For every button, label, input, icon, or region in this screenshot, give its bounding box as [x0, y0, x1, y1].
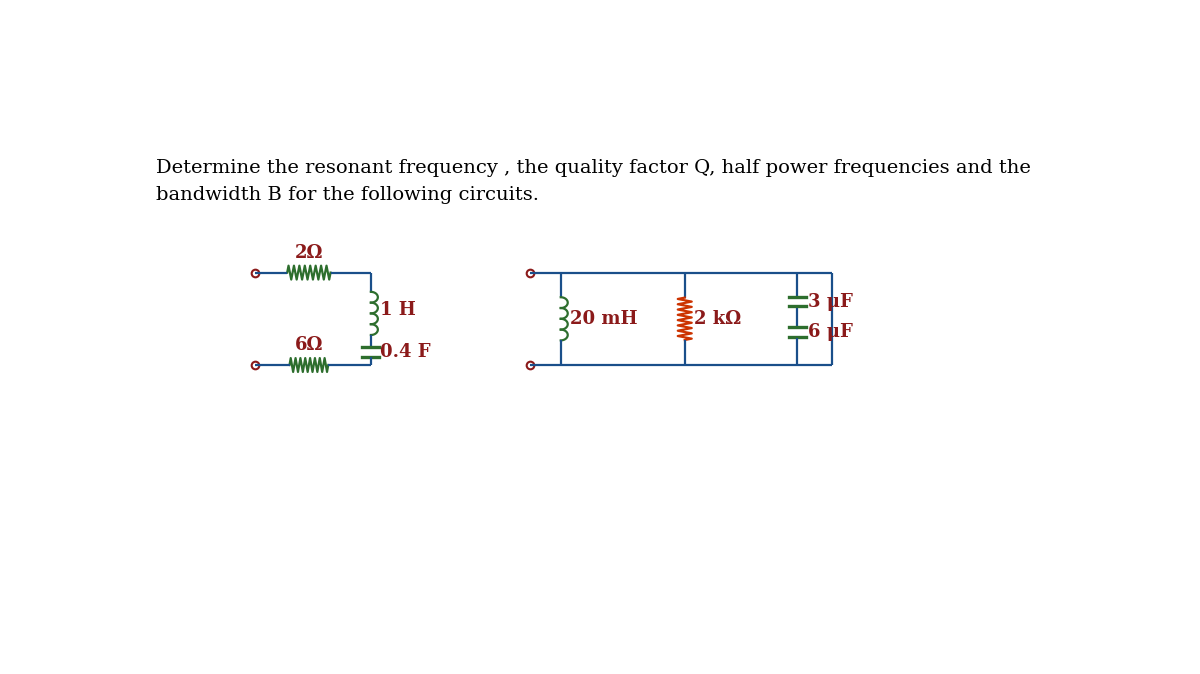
Text: 0.4 F: 0.4 F [380, 343, 431, 361]
Text: 2 kΩ: 2 kΩ [694, 310, 742, 328]
Text: 6Ω: 6Ω [295, 336, 323, 355]
Text: 1 H: 1 H [380, 301, 416, 319]
Text: 6 μF: 6 μF [808, 323, 853, 341]
Text: 20 mH: 20 mH [570, 310, 637, 328]
Text: 2Ω: 2Ω [295, 244, 323, 262]
Text: Determine the resonant frequency , the quality factor Q, half power frequencies : Determine the resonant frequency , the q… [156, 160, 1031, 177]
Text: bandwidth B for the following circuits.: bandwidth B for the following circuits. [156, 185, 539, 204]
Text: 3 μF: 3 μF [808, 293, 853, 311]
